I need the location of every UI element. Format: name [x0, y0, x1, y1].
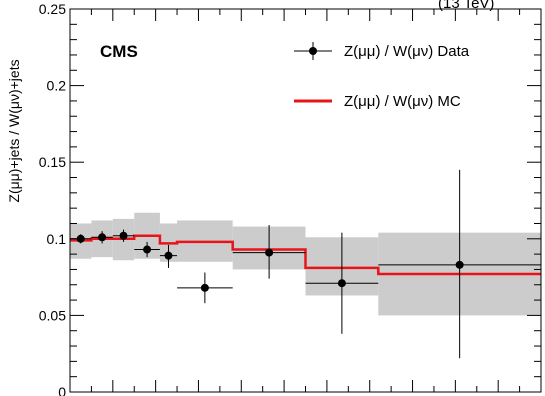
top-right-label: (13 TeV) — [438, 0, 494, 12]
data-marker-4 — [164, 251, 173, 260]
y-tick-label-4: 0.2 — [47, 78, 67, 94]
data-point-7 — [305, 232, 379, 334]
data-points — [70, 169, 541, 359]
data-marker-6 — [265, 248, 274, 257]
data-point-1 — [91, 231, 113, 244]
data-point-8 — [378, 169, 541, 359]
data-point-4 — [159, 244, 178, 268]
y-axis-label: Z(μμ)+jets / W(μν)+jets — [6, 59, 22, 202]
cms-label: CMS — [100, 42, 138, 61]
data-marker-7 — [337, 279, 346, 288]
data-marker-5 — [200, 283, 209, 292]
y-tick-label-2: 0.1 — [47, 231, 67, 247]
data-marker-1 — [98, 233, 107, 242]
axes: 0 0.05 0.1 0.15 0.2 0.25 — [39, 1, 542, 396]
data-point-2 — [112, 229, 135, 242]
y-tick-label-1: 0.05 — [39, 307, 66, 323]
data-point-6 — [232, 225, 306, 279]
data-marker-8 — [455, 260, 464, 269]
y-tick-label-5: 0.25 — [39, 1, 66, 17]
y-tick-label-0: 0 — [58, 384, 66, 396]
y-tick-label-3: 0.15 — [39, 154, 66, 170]
data-point-3 — [134, 241, 160, 258]
legend-data-dot — [309, 47, 317, 55]
legend-data-marker — [294, 42, 332, 60]
legend-data-label: Z(μμ) / W(μν) Data — [344, 43, 470, 60]
data-point-5 — [177, 272, 233, 304]
legend: Z(μμ) / W(μν) Data Z(μμ) / W(μν) MC — [294, 42, 470, 110]
data-marker-3 — [143, 245, 152, 254]
legend-mc-label: Z(μμ) / W(μν) MC — [344, 93, 461, 110]
data-marker-2 — [119, 231, 128, 240]
